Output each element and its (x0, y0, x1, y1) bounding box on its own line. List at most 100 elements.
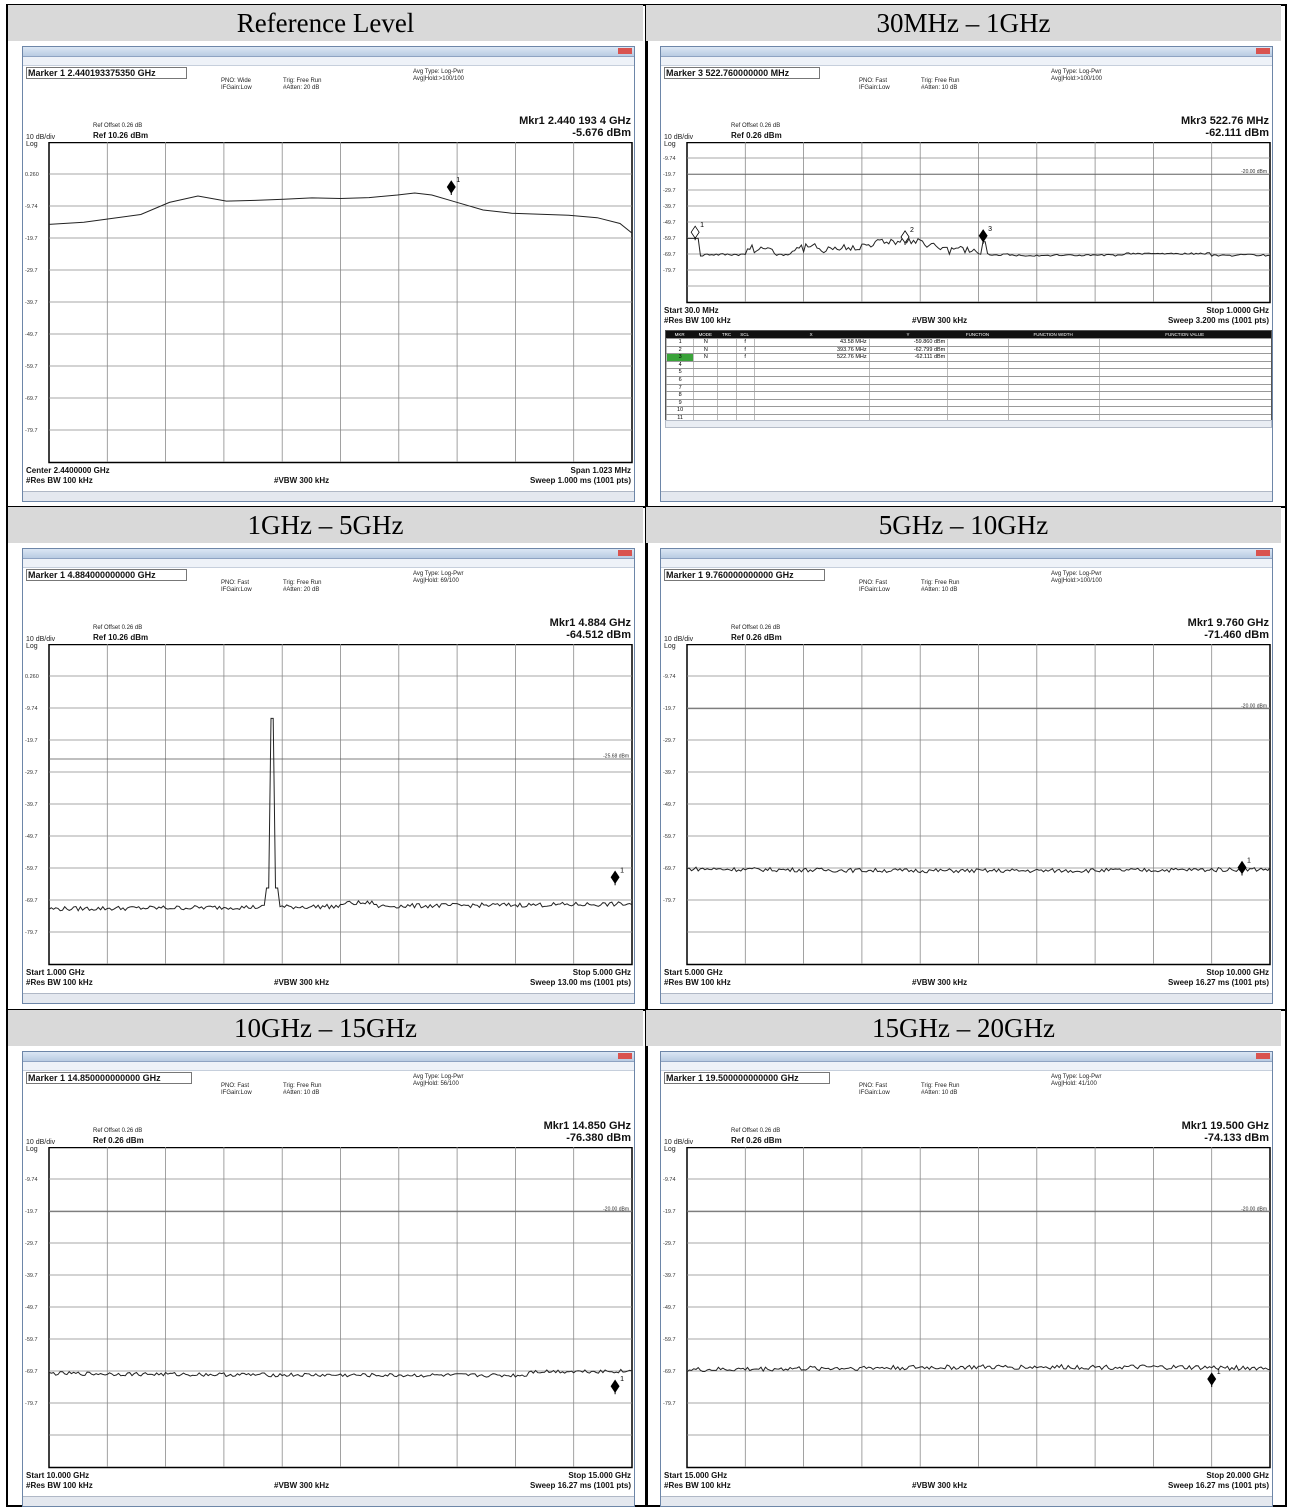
window-menubar (661, 559, 1272, 568)
trig-label: Trig: Free Run (921, 1083, 960, 1089)
marker-table-cell (947, 399, 1008, 407)
footer-stop-span: Stop 15.000 GHz (568, 1471, 631, 1480)
marker-table-cell (753, 369, 869, 376)
avg-type-label: Avg Type: Log-Pwr (413, 69, 464, 75)
marker-table-cell (947, 339, 1008, 346)
y-tick-label: -69.7 (25, 898, 38, 904)
marker-table-cell: N (693, 346, 717, 354)
marker-table-cell (1098, 369, 1271, 376)
marker-table-cell (947, 354, 1008, 361)
marker-table-cell (693, 407, 717, 414)
close-icon[interactable] (1256, 48, 1270, 54)
spectrum-trace (686, 866, 1271, 874)
y-tick-label: -29.7 (25, 1241, 38, 1247)
status-bar (661, 491, 1272, 501)
atten-label: #Atten: 10 dB (283, 1090, 320, 1096)
window-menubar (661, 1062, 1272, 1071)
limit-line-label: -20.00 dBm (603, 1206, 629, 1212)
scale-label: 10 dB/div (26, 636, 56, 643)
marker-field[interactable]: Marker 1 4.884000000000 GHz (26, 569, 187, 581)
marker-table-cell (693, 384, 717, 392)
marker-table-row[interactable]: 10 (666, 406, 1271, 414)
marker-table-cell: 522.76 MHz (753, 354, 869, 361)
marker-field[interactable]: Marker 1 19.500000000000 GHz (664, 1072, 830, 1084)
ifgain-label: IFGain:Low (859, 85, 890, 91)
window-menubar (23, 1062, 634, 1071)
marker-table-row[interactable]: 9 (666, 398, 1271, 407)
window-menubar (23, 559, 634, 568)
marker-table-row[interactable]: 4 (666, 360, 1271, 369)
close-icon[interactable] (618, 48, 632, 54)
window-menubar (23, 57, 634, 66)
marker-table-header-cell: MODE (698, 332, 713, 337)
marker-number: 1 (1217, 1369, 1221, 1376)
marker-table-cell (717, 354, 735, 361)
marker-table-row[interactable]: 6 (666, 375, 1271, 384)
log-label: Log (26, 141, 38, 148)
marker-table-row[interactable]: 5 (666, 368, 1271, 376)
y-tick-label: -59.7 (25, 866, 38, 872)
marker-frequency-readout: Mkr1 9.760 GHz (1187, 617, 1269, 629)
panel-header: Reference Level (8, 5, 643, 41)
spectrum-trace (48, 717, 633, 912)
close-icon[interactable] (618, 1053, 632, 1059)
trig-label: Trig: Free Run (283, 1083, 322, 1089)
marker-table-row[interactable]: 11 (666, 413, 1271, 422)
y-tick-label: -49.7 (663, 1305, 676, 1311)
marker-field[interactable]: Marker 3 522.760000000 MHz (664, 67, 821, 79)
trig-label: Trig: Free Run (283, 580, 322, 586)
marker-amplitude-readout: -71.460 dBm (1204, 629, 1269, 641)
y-tick-label: -39.7 (663, 1273, 676, 1279)
ref-offset-label: Ref Offset 0.26 dB (93, 625, 143, 631)
status-bar (661, 1496, 1272, 1506)
footer-rbw: #Res BW 100 kHz (664, 1481, 731, 1490)
y-tick-label: -19.7 (663, 706, 676, 712)
marker-table-cell (753, 376, 869, 384)
y-tick-label: -19.7 (25, 1209, 38, 1215)
window-menubar (661, 57, 1272, 66)
log-label: Log (26, 643, 38, 650)
footer-rbw: #Res BW 100 kHz (664, 978, 731, 987)
analyzer-window: Marker 3 522.760000000 MHz PNO: Fast IFGai… (660, 46, 1273, 502)
marker-field[interactable]: Marker 1 2.440193375350 GHz (26, 67, 187, 79)
limit-line-label: -20.00 dBm (1241, 1206, 1267, 1212)
y-tick-label: -79.7 (663, 898, 676, 904)
marker-field[interactable]: Marker 1 14.850000000000 GHz (26, 1072, 192, 1084)
marker-table-cell: 1 (666, 339, 693, 346)
marker-table-cell (753, 399, 869, 407)
footer-stop-span: Stop 10.000 GHz (1206, 968, 1269, 977)
ref-offset-label: Ref Offset 0.26 dB (731, 1128, 781, 1134)
close-icon[interactable] (1256, 550, 1270, 556)
y-tick-label: -39.7 (663, 204, 676, 210)
marker-table-cell (753, 414, 869, 422)
marker-table-cell (947, 384, 1008, 392)
footer-rbw: #Res BW 100 kHz (664, 316, 731, 325)
marker-table-cell: f (735, 354, 754, 361)
status-bar (661, 993, 1272, 1003)
y-tick-label: -19.7 (663, 1209, 676, 1215)
marker-table-header: MKR MODE TRC SCL X Y FUNCTION FUNCTION WIDTH FUN… (666, 331, 1271, 338)
marker-table-row[interactable]: 7 (666, 383, 1271, 392)
marker-table-cell (693, 414, 717, 422)
close-icon[interactable] (618, 550, 632, 556)
log-label: Log (664, 643, 676, 650)
marker-field[interactable]: Marker 1 9.760000000000 GHz (664, 569, 825, 581)
marker-amplitude-readout: -62.111 dBm (1205, 127, 1269, 139)
marker-table-cell (1098, 392, 1271, 399)
y-tick-label: -69.7 (663, 866, 676, 872)
marker-table-cell (1098, 339, 1271, 346)
marker-table-cell (1007, 361, 1099, 369)
y-tick-label: -79.7 (663, 268, 676, 274)
marker-table-cell (868, 384, 948, 392)
table-scrollbar[interactable] (665, 420, 1272, 428)
y-tick-label: -59.7 (663, 236, 676, 242)
y-tick-label: -59.7 (25, 1337, 38, 1343)
close-icon[interactable] (1256, 1053, 1270, 1059)
y-tick-label: -29.7 (25, 770, 38, 776)
marker-table-cell (1007, 369, 1099, 376)
marker-table-row[interactable]: 8 (666, 391, 1271, 399)
y-tick-label: -39.7 (663, 770, 676, 776)
